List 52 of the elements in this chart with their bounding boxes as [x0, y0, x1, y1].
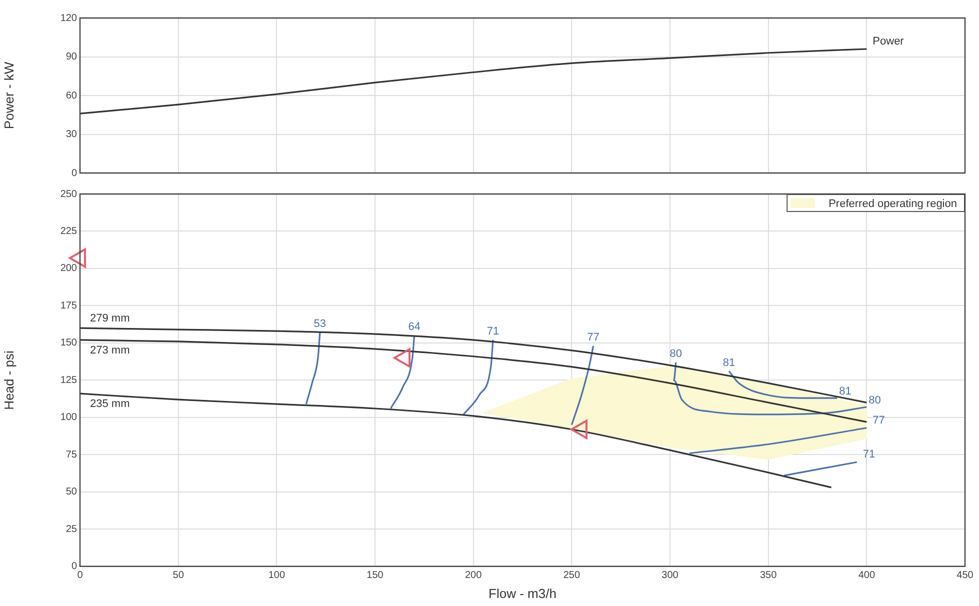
x-axis-title: Flow - m3/h: [488, 586, 556, 601]
line-series: [80, 339, 868, 423]
y-tick-label: 0: [71, 168, 78, 179]
y-tick-label: 120: [60, 12, 78, 24]
y-axis-title: Head - psi: [1, 350, 16, 410]
line-series: [728, 370, 838, 399]
x-tick-label: 150: [366, 570, 384, 582]
y-tick-label: 60: [66, 90, 78, 102]
x-tick-label: 350: [760, 570, 778, 582]
y-tick-label: 75: [66, 449, 78, 460]
x-tick-label: 450: [956, 570, 974, 582]
line-series: [462, 339, 494, 416]
y-tick-label: 90: [66, 52, 78, 62]
y-tick-label: 30: [66, 129, 78, 140]
x-tick-label: 400: [858, 570, 876, 582]
y-tick-label: 150: [60, 338, 78, 349]
series-label: 77: [587, 331, 600, 344]
line-series: [305, 332, 321, 405]
series-label: 273 mm: [90, 344, 130, 357]
series-label: 64: [408, 321, 420, 334]
point: [570, 420, 588, 440]
y-tick-label: 225: [60, 226, 78, 237]
y-tick-label: 0: [71, 561, 78, 572]
series-label: 71: [486, 326, 500, 338]
x-tick-label: 200: [464, 570, 482, 582]
y-tick-label: 50: [66, 486, 78, 498]
series-label: Power: [872, 36, 904, 48]
line-series: [390, 334, 416, 410]
y-tick-label: 175: [60, 300, 78, 312]
y-tick-label: 100: [60, 412, 78, 424]
series-label: 279 mm: [90, 312, 130, 325]
line-series: [80, 392, 832, 488]
x-tick-label: 250: [563, 570, 580, 582]
series-label: 81: [839, 386, 852, 398]
series-label: 71: [862, 448, 876, 461]
series-label: 53: [314, 318, 326, 330]
x-tick-label: 100: [268, 570, 286, 582]
point: [394, 348, 410, 368]
y-tick-label: 200: [60, 263, 78, 274]
y-axis-title: Power - kW: [1, 61, 16, 130]
text: 80: [670, 348, 682, 360]
x-tick-label: 50: [172, 570, 184, 582]
series-label: 235 mm: [90, 398, 130, 410]
text: 81: [722, 356, 736, 369]
y-tick-label: 250: [60, 188, 78, 200]
legend-label: Preferred operating region: [828, 198, 957, 210]
y-tick-label: 125: [60, 374, 78, 386]
series-label: 80: [868, 394, 881, 407]
series-label: 77: [872, 414, 885, 426]
line-series: [80, 48, 868, 114]
x-tick-label: 300: [662, 570, 679, 582]
y-tick-label: 25: [66, 524, 78, 535]
